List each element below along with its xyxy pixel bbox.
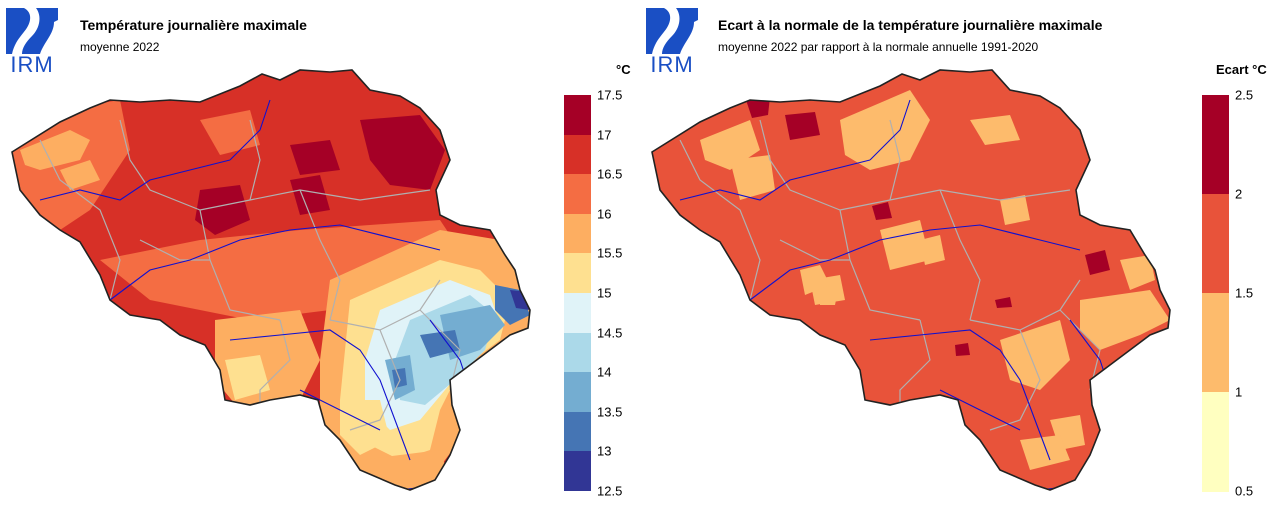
belgium-temperature-map bbox=[11, 69, 531, 491]
legend-swatch bbox=[1202, 95, 1229, 195]
legend-tick-label: 14 bbox=[597, 364, 612, 380]
legend-swatch bbox=[1202, 392, 1229, 492]
legend-tick-label: 14.5 bbox=[597, 325, 623, 341]
legend-unit: Ecart °C bbox=[1216, 62, 1267, 77]
legend-swatch bbox=[564, 134, 591, 175]
legend-color-bar bbox=[564, 95, 591, 492]
irm-logo-icon bbox=[6, 8, 58, 54]
legend-tick-label: 15.5 bbox=[597, 245, 623, 261]
legend-swatch bbox=[564, 332, 591, 373]
belgium-anomaly-map bbox=[651, 69, 1171, 491]
legend-tick-label: 17.5 bbox=[597, 87, 623, 103]
legend-tick-label: 15 bbox=[597, 285, 612, 301]
irm-logo-icon bbox=[646, 8, 698, 54]
legend-unit: °C bbox=[616, 62, 631, 77]
legend-tick-label: 12.5 bbox=[597, 483, 623, 499]
legend-swatch bbox=[564, 253, 591, 294]
legend-tick-label: 2.5 bbox=[1235, 87, 1254, 103]
legend-swatch bbox=[1202, 293, 1229, 393]
irm-logo-text: IRM bbox=[650, 52, 694, 77]
map-subtitle: moyenne 2022 par rapport à la normale an… bbox=[718, 40, 1039, 54]
panel-max-temperature: IRM Température journalière maximale moy… bbox=[6, 6, 631, 499]
legend-tick-label: 17 bbox=[597, 127, 612, 143]
legend-swatch bbox=[564, 411, 591, 452]
legend-tick-label: 16.5 bbox=[597, 166, 623, 182]
legend-swatch bbox=[564, 293, 591, 334]
legend-tick-label: 13.5 bbox=[597, 404, 623, 420]
legend-swatch bbox=[1202, 194, 1229, 294]
legend-swatch bbox=[564, 174, 591, 215]
legend-tick-label: 2 bbox=[1235, 186, 1243, 202]
irm-logo: IRM bbox=[646, 6, 698, 77]
legend-tick-label: 1 bbox=[1235, 384, 1243, 400]
map-subtitle: moyenne 2022 bbox=[80, 40, 160, 54]
map-title: Température journalière maximale bbox=[80, 17, 307, 33]
legend-tick-label: 1.5 bbox=[1235, 285, 1254, 301]
map-title: Ecart à la normale de la température jou… bbox=[718, 17, 1103, 33]
legend-tick-label: 0.5 bbox=[1235, 483, 1254, 499]
legend-tick-label: 16 bbox=[597, 206, 612, 222]
legend-swatch bbox=[564, 372, 591, 413]
panel-temperature-anomaly: IRM Ecart à la normale de la température… bbox=[640, 0, 1280, 507]
legend-color-bar bbox=[1202, 95, 1229, 492]
irm-logo: IRM bbox=[6, 6, 58, 77]
legend-swatch bbox=[564, 451, 591, 492]
legend-swatch bbox=[564, 213, 591, 254]
legend-swatch bbox=[564, 95, 591, 136]
legend-tick-label: 13 bbox=[597, 443, 612, 459]
irm-logo-text: IRM bbox=[10, 52, 54, 77]
